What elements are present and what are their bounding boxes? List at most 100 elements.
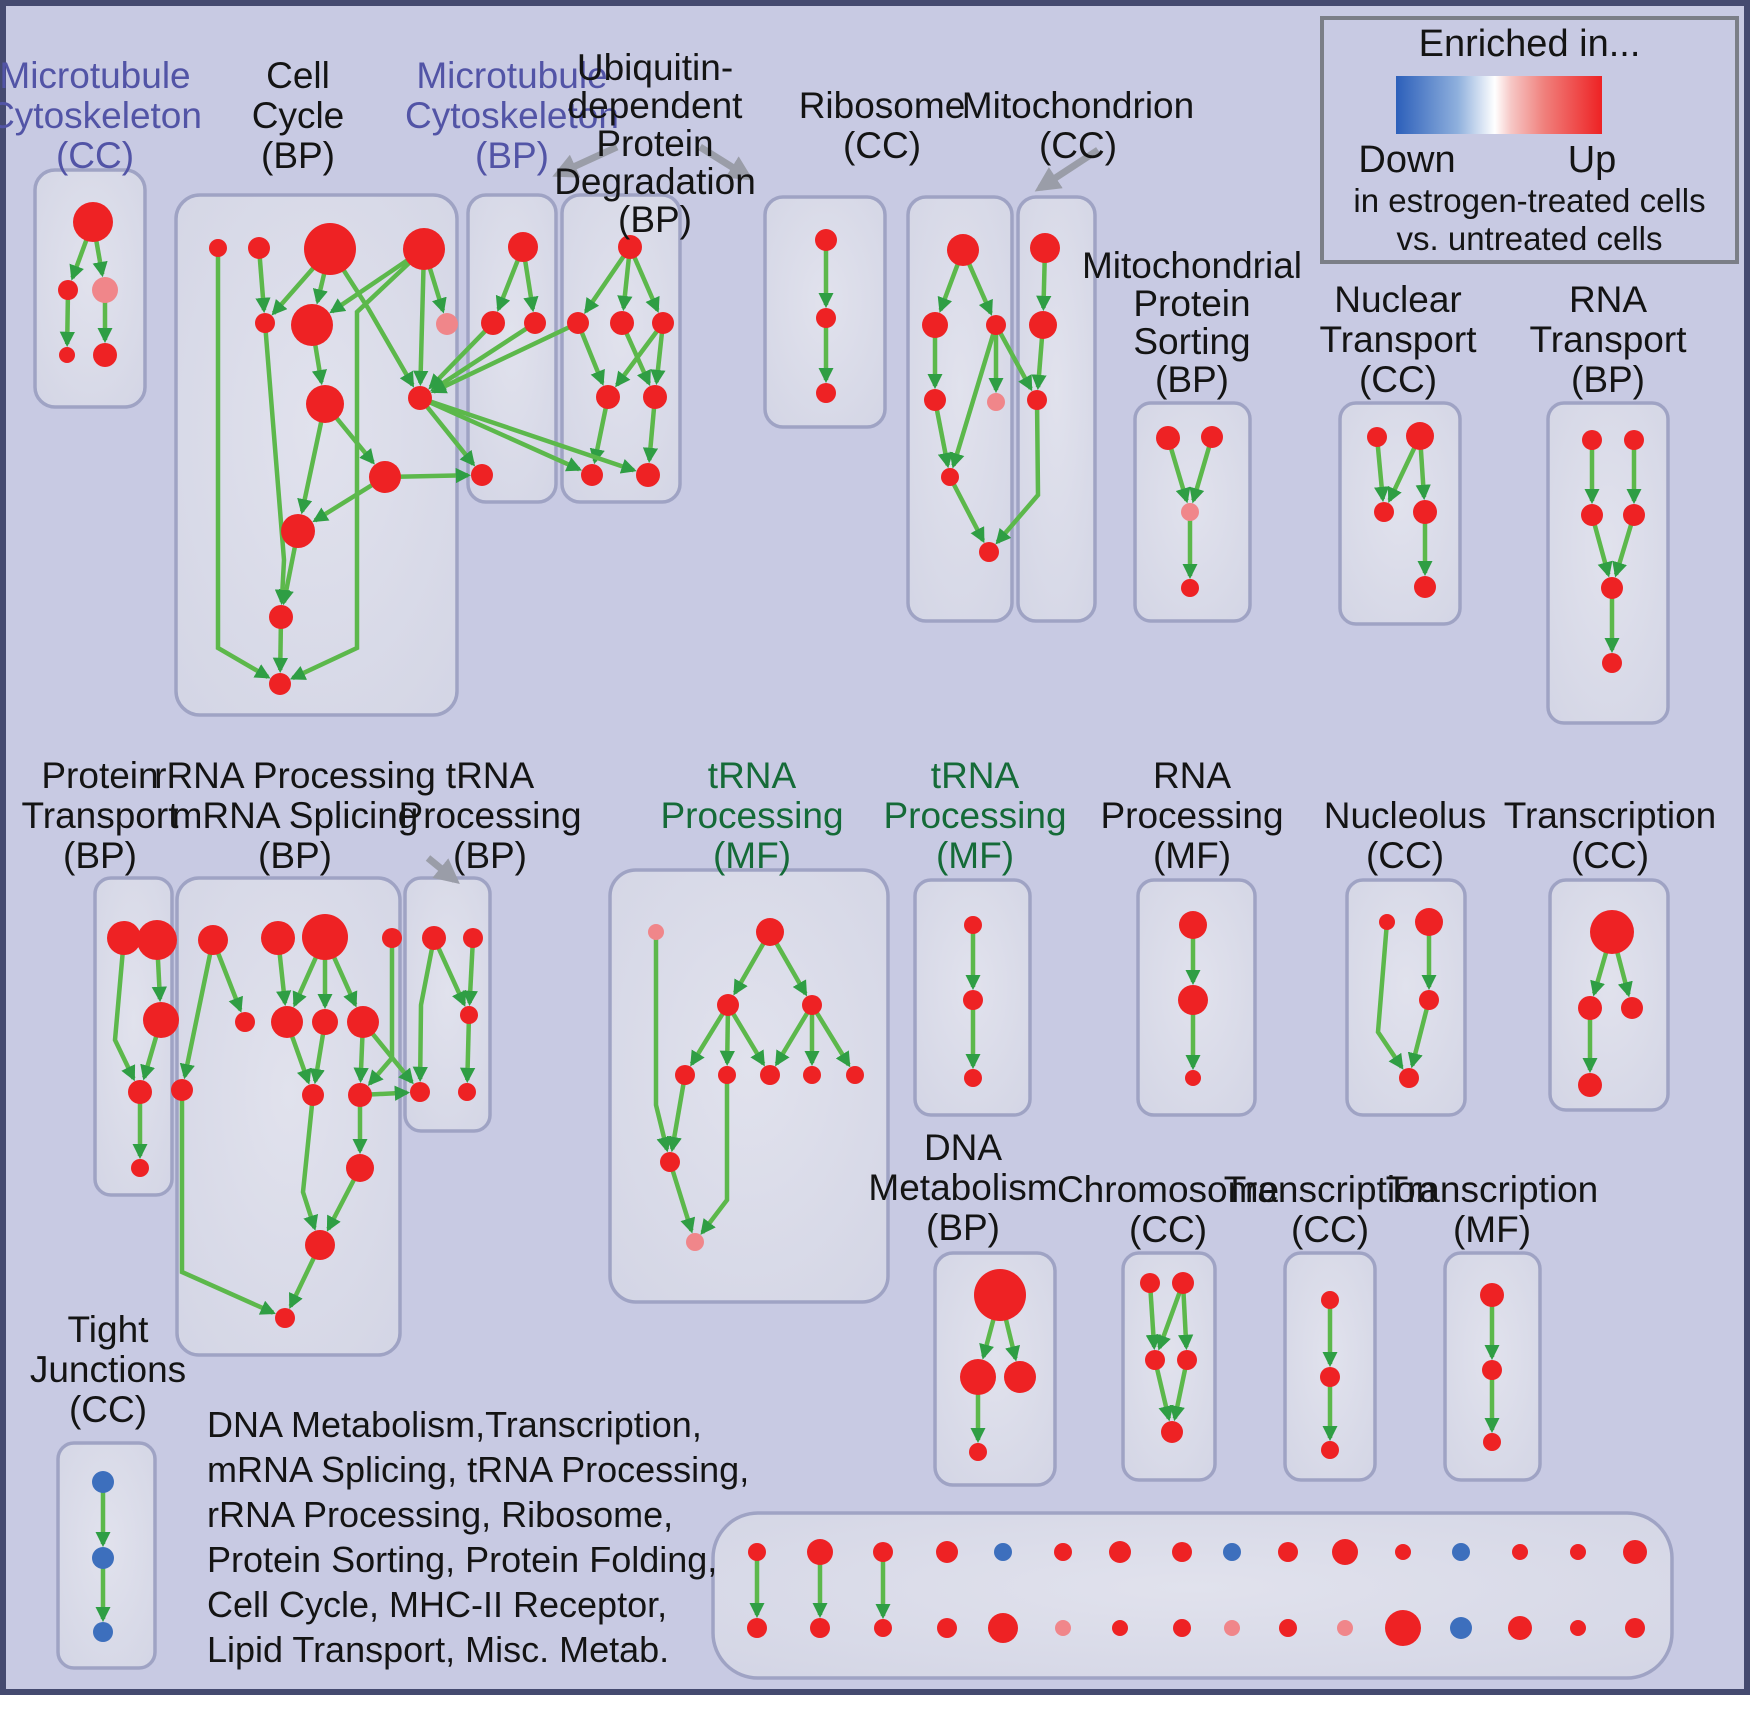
label-microtubule-cytoskeleton-cc: Microtubule: [0, 55, 191, 96]
label-dna-metabolism-bp: DNA: [924, 1127, 1002, 1168]
edge-arrow: [700, 1075, 730, 1235]
edge-arrow: [462, 937, 478, 1007]
cluster-box-transcription-cc-mid: [1548, 878, 1670, 1112]
label-ubiquitin-bp: Ubiquitin-: [577, 47, 733, 88]
go-term-node: [963, 990, 983, 1010]
go-term-node: [987, 393, 1005, 411]
go-term-node: [1029, 311, 1057, 339]
label-protein-transport-bp: (BP): [63, 835, 137, 876]
label-mitochondrial-protein-sorting-bp: Sorting: [1133, 321, 1250, 362]
edge-arrow: [459, 1014, 476, 1084]
edge-arrow: [428, 321, 495, 390]
go-term-node: [1601, 577, 1623, 599]
edge-arrow: [726, 1003, 766, 1067]
go-term-node: [1625, 1618, 1645, 1638]
go-term-node: [873, 1542, 893, 1562]
misc-note-line: Cell Cycle, MHC-II Receptor,: [207, 1584, 667, 1625]
go-term-node: [1508, 1616, 1532, 1640]
go-term-node: [618, 235, 642, 259]
cluster-box-nucleolus-cc: [1345, 878, 1467, 1117]
go-term-node: [748, 1543, 766, 1561]
label-cell-cycle-bp: Cell: [266, 55, 330, 96]
nodes-layer: [58, 202, 1647, 1646]
edge-arrow: [112, 937, 136, 1082]
label-chromosome-cc: Chromosome: [1057, 1169, 1279, 1210]
label-dna-metabolism-bp: (BP): [926, 1207, 1000, 1248]
go-term-node: [1172, 1542, 1192, 1562]
edge-arrow: [689, 1003, 730, 1067]
edge-arrow: [262, 322, 291, 606]
legend-down-label: Down: [1358, 139, 1455, 181]
edge-arrow: [1374, 436, 1390, 503]
go-term-node: [1278, 1542, 1298, 1562]
label-trna-processing-mf-1: tRNA: [708, 755, 797, 796]
label-mitochondrion-cc: Mitochondrion: [962, 85, 1194, 126]
label-ribosome-cc: Ribosome: [799, 85, 966, 126]
go-term-node: [1419, 990, 1439, 1010]
misc-note-line: mRNA Splicing, tRNA Processing,: [207, 1449, 749, 1490]
label-nuclear-transport-cc: (CC): [1359, 359, 1437, 400]
edge-arrow: [418, 396, 476, 467]
go-term-node: [269, 673, 291, 695]
go-term-node: [131, 1159, 149, 1177]
go-term-node: [312, 1009, 338, 1035]
go-term-node: [1321, 1441, 1339, 1459]
label-trna-processing-bp: Processing: [398, 795, 581, 836]
label-nucleolus-cc: (CC): [1366, 835, 1444, 876]
edge-arrow: [1145, 1282, 1161, 1351]
go-term-node: [93, 1622, 113, 1642]
go-term-node: [347, 1006, 379, 1038]
go-term-node: [567, 312, 589, 334]
go-term-node: [846, 1066, 864, 1084]
label-microtubule-cytoskeleton-cc: Cytoskeleton: [0, 95, 202, 136]
go-term-node: [1621, 997, 1643, 1019]
go-term-node: [382, 928, 402, 948]
go-term-node: [458, 1083, 476, 1101]
edge-arrow: [179, 939, 216, 1080]
label-transcription-mf: (MF): [1453, 1209, 1531, 1250]
go-term-node: [816, 308, 836, 328]
label-tight-junctions-cc: Tight: [68, 1309, 150, 1350]
go-term-node: [1178, 985, 1208, 1015]
go-term-node: [1337, 1620, 1353, 1636]
edge-arrow: [430, 321, 537, 392]
go-term-node: [1482, 1360, 1502, 1380]
go-term-node: [1112, 1620, 1128, 1636]
go-term-node: [756, 918, 784, 946]
go-term-node: [291, 304, 333, 346]
go-term-node: [143, 1002, 179, 1038]
label-transcription-cc-bottom: (CC): [1291, 1209, 1369, 1250]
go-term-node: [1055, 1620, 1071, 1636]
go-term-node: [1367, 427, 1387, 447]
go-term-node: [636, 463, 660, 487]
label-nuclear-transport-cc: Transport: [1320, 319, 1478, 360]
go-term-node: [1399, 1068, 1419, 1088]
edge-arrow: [300, 1094, 319, 1231]
edge-arrow: [994, 323, 1033, 392]
label-tight-junctions-cc: (CC): [69, 1389, 147, 1430]
edge-arrow: [419, 395, 637, 474]
go-term-node: [1181, 503, 1199, 521]
go-term-node: [643, 385, 667, 409]
go-term-node: [410, 1082, 430, 1102]
go-term-node: [107, 921, 141, 955]
go-term-node: [346, 1154, 374, 1182]
go-term-node: [508, 232, 538, 262]
go-term-node: [302, 914, 348, 960]
go-term-node: [596, 385, 620, 409]
go-term-node: [964, 1069, 982, 1087]
edge-arrow: [948, 475, 985, 544]
go-term-node: [660, 1152, 680, 1172]
go-term-node: [964, 916, 982, 934]
go-term-node: [1321, 1291, 1339, 1309]
cluster-box-rna-transport-bp: [1546, 401, 1670, 725]
go-term-node: [816, 383, 836, 403]
go-term-node: [422, 926, 446, 950]
go-term-node: [269, 605, 293, 629]
edge-arrow: [995, 399, 1041, 545]
go-term-node: [1223, 1543, 1241, 1561]
label-rna-transport-bp: RNA: [1569, 279, 1647, 320]
label-tight-junctions-cc: Junctions: [30, 1349, 186, 1390]
go-term-node: [1578, 1073, 1602, 1097]
go-term-node: [686, 1233, 704, 1251]
